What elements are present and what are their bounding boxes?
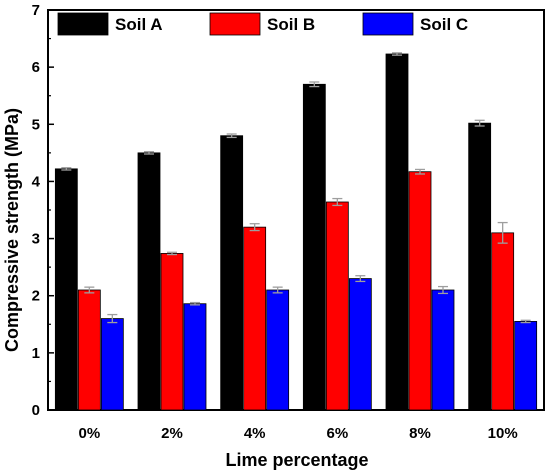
bar	[77, 289, 101, 411]
legend-label: Soil A	[115, 15, 163, 34]
bar	[348, 278, 372, 411]
y-tick-label: 7	[32, 2, 40, 19]
x-tick-label: 4%	[244, 425, 266, 442]
bar	[325, 201, 349, 411]
legend-label: Soil C	[420, 15, 468, 34]
legend-swatch	[57, 12, 109, 36]
bar	[137, 152, 161, 411]
bar	[243, 226, 267, 411]
legend-swatch	[362, 12, 414, 36]
x-axis: 0% 2% 4% 6% 8% 10%	[78, 404, 518, 442]
x-tick-label: 8%	[409, 425, 431, 442]
bars-group	[54, 52, 538, 411]
bar	[431, 289, 455, 411]
bar	[302, 83, 326, 411]
y-axis-title: Compressive strength (MPa)	[2, 108, 22, 352]
bar	[266, 289, 290, 411]
legend-swatch	[209, 12, 261, 36]
bar	[514, 321, 538, 411]
legend-label: Soil B	[267, 15, 315, 34]
x-tick-label: 6%	[326, 425, 348, 442]
y-tick-label: 5	[32, 116, 40, 133]
y-tick-label: 4	[32, 173, 41, 190]
bar	[491, 232, 515, 411]
x-tick-label: 10%	[488, 425, 518, 442]
bar	[468, 122, 492, 411]
bar	[100, 318, 124, 411]
y-tick-label: 6	[32, 59, 40, 76]
bar	[160, 253, 184, 411]
bar	[54, 168, 78, 411]
bar	[408, 171, 432, 411]
bar	[385, 53, 409, 411]
y-tick-label: 0	[32, 402, 40, 419]
y-tick-label: 2	[32, 288, 40, 305]
y-axis: 0 1 2 3 4 5 6 7	[32, 2, 54, 419]
y-tick-label: 1	[32, 345, 40, 362]
bar	[220, 135, 244, 411]
bar	[183, 303, 207, 411]
x-axis-title: Lime percentage	[225, 450, 368, 470]
x-tick-label: 2%	[161, 425, 183, 442]
legend: Soil A Soil B Soil C	[57, 12, 468, 36]
x-tick-label: 0%	[78, 425, 100, 442]
y-tick-label: 3	[32, 231, 40, 248]
